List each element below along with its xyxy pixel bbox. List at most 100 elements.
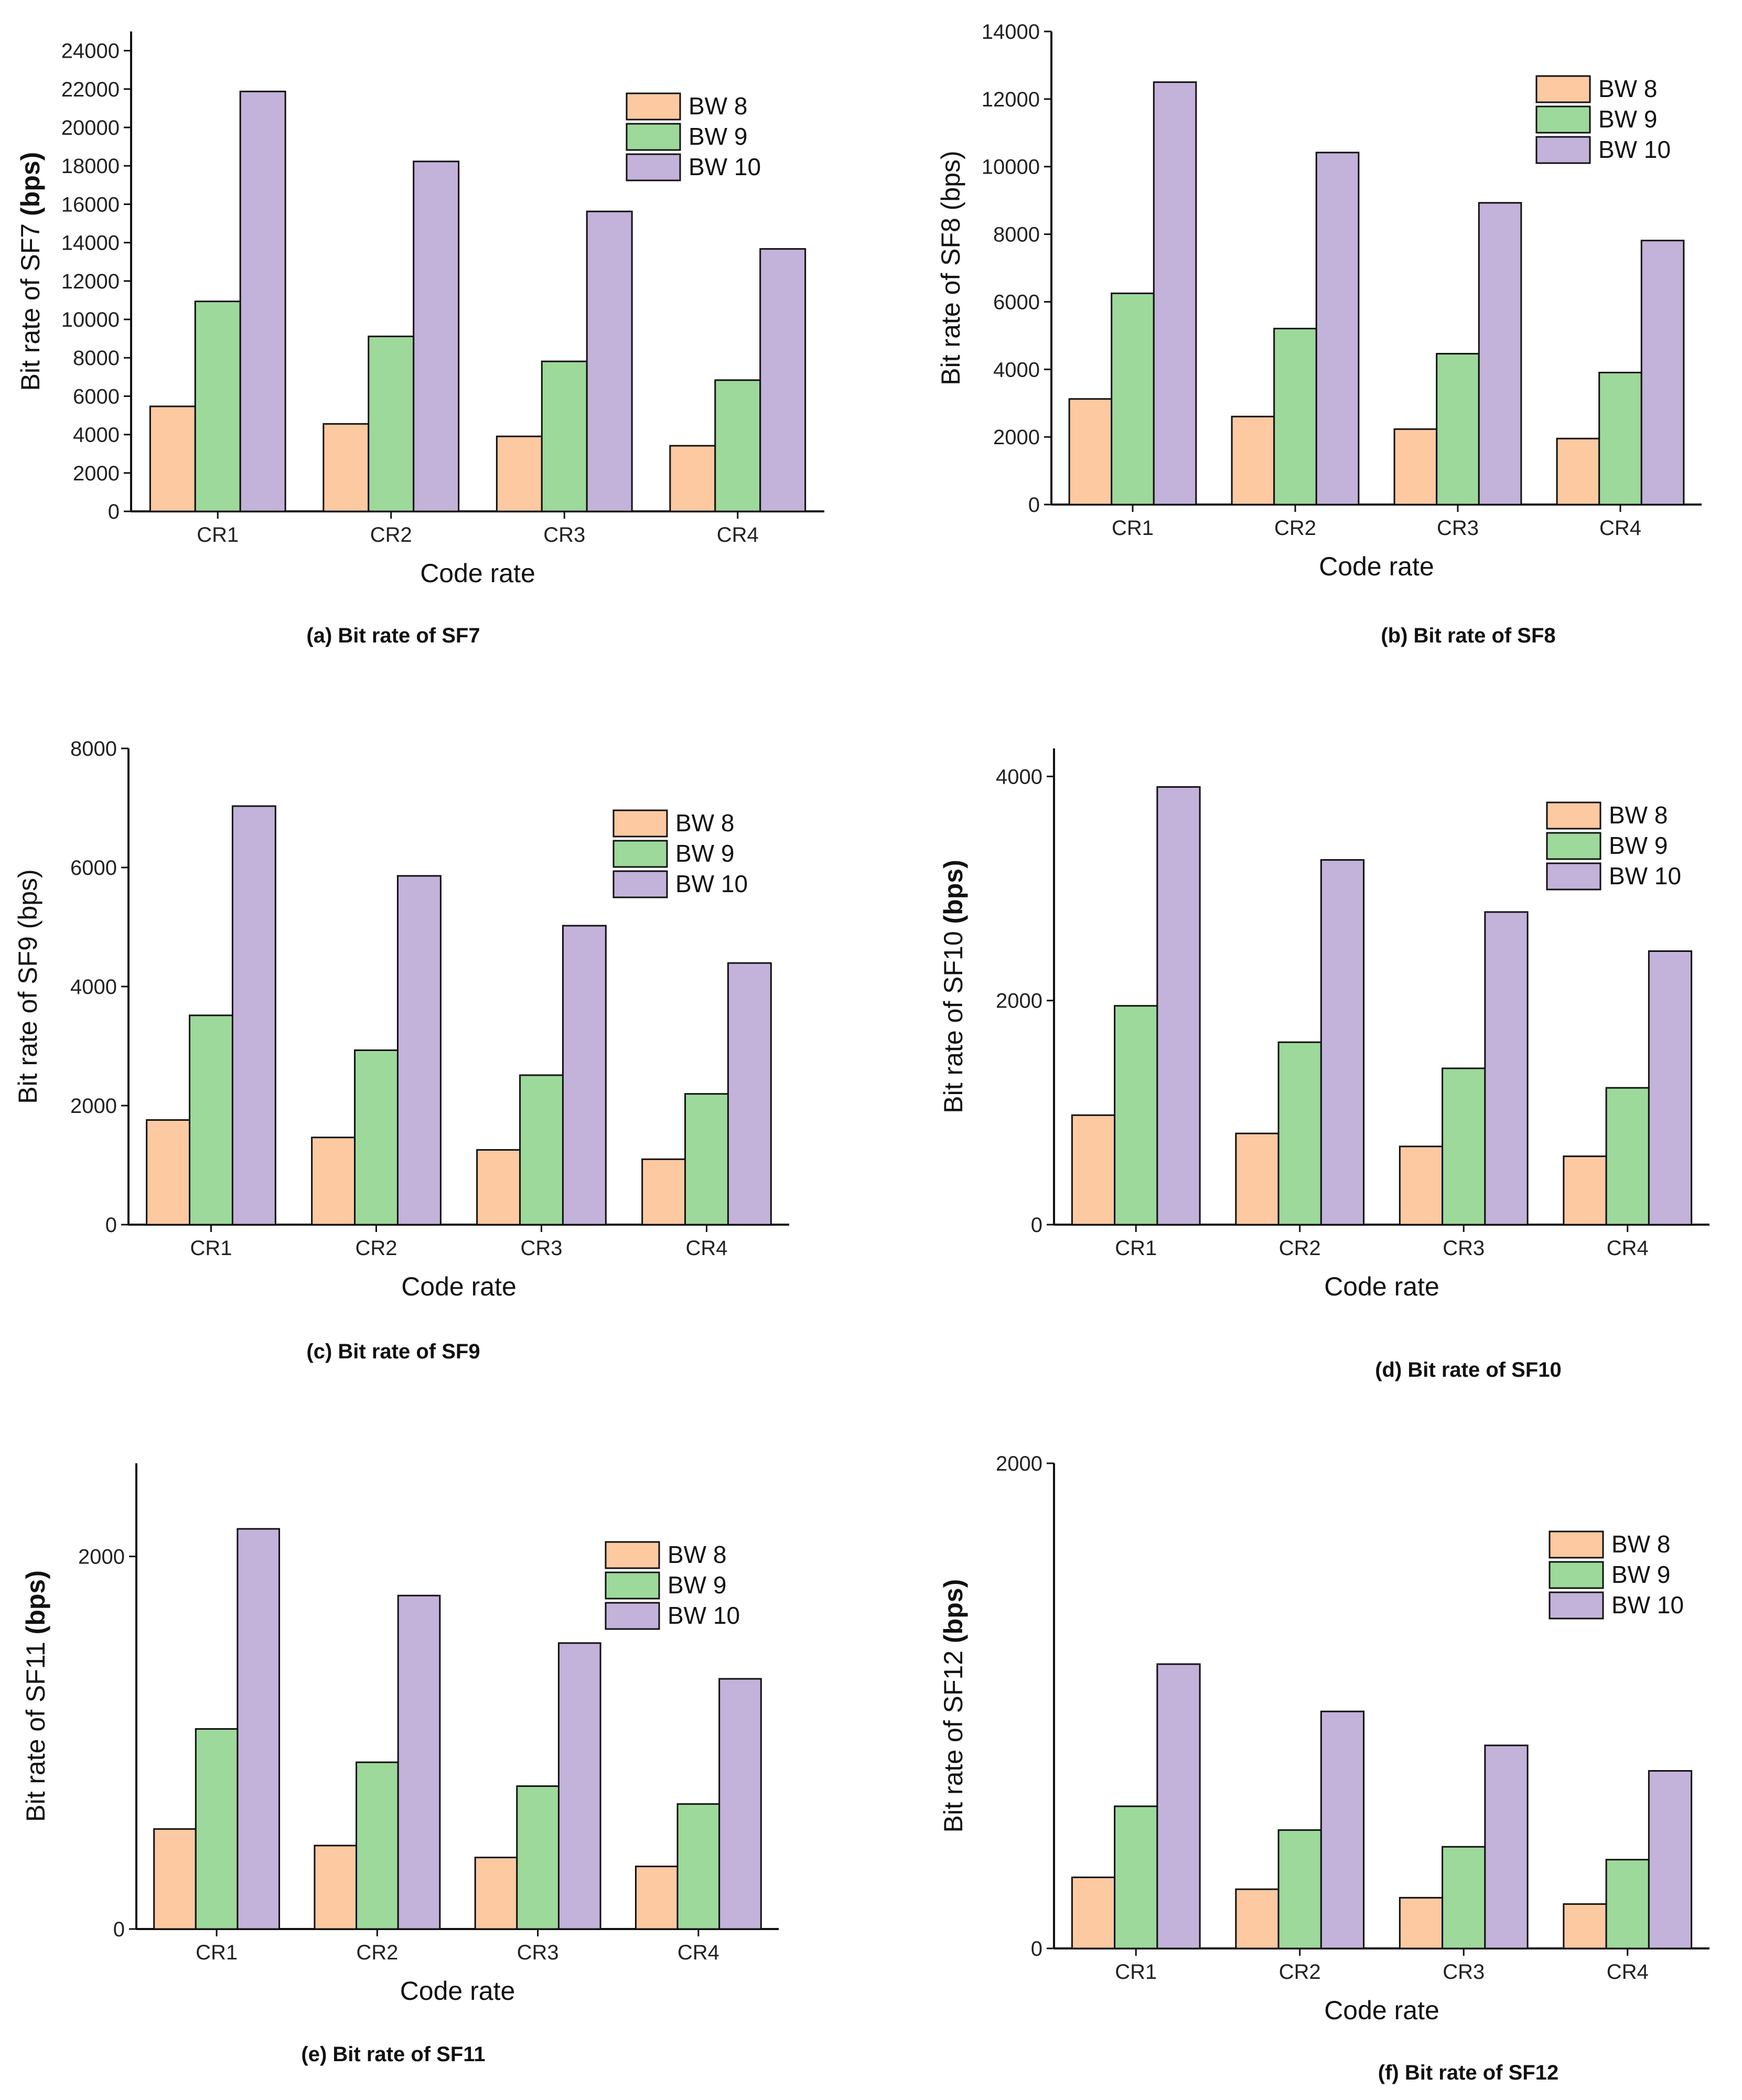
bar-cr2-bw9: [1273, 327, 1317, 506]
chart-caption: (d) Bit rate of SF10: [1375, 1358, 1562, 1381]
y-axis-title-main: Bit rate of SF11: [21, 1634, 50, 1822]
bar-cr1-bw10: [236, 1528, 281, 1930]
y-tick-label: 0: [113, 1918, 125, 1941]
bar-cr4-bw8: [635, 1866, 679, 1930]
y-tick-label: 8000: [993, 223, 1040, 247]
y-tick-label: 10000: [982, 156, 1040, 179]
bar-cr2-bw10: [397, 1594, 441, 1930]
legend-label: BW 9: [689, 123, 747, 150]
bar-cr1-bw9: [1111, 292, 1155, 506]
x-tick-label: CR4: [1599, 517, 1641, 540]
bar-cr4-bw8: [1563, 1903, 1607, 1949]
bar-cr3-bw9: [1436, 352, 1480, 506]
y-tick-label: 8000: [70, 737, 117, 760]
x-tick-label: CR3: [517, 1941, 559, 1964]
x-tick-label: CR2: [370, 523, 412, 547]
chart-a: 0 2000 4000 6000 8000 10000 12000 14000 16000 180…: [16, 31, 824, 647]
chart-caption: (a) Bit rate of SF7: [306, 624, 480, 647]
chart-caption: (c) Bit rate of SF9: [306, 1340, 480, 1363]
bar-cr4-bw10: [759, 248, 807, 512]
legend-label: BW 10: [1598, 136, 1671, 163]
bar-cr4-bw9: [1605, 1087, 1650, 1226]
y-axis-title-main: Bit rate of SF9 (bps): [13, 869, 42, 1103]
x-tick-label: CR2: [1279, 1237, 1321, 1260]
bar-cr3-bw10: [1484, 911, 1529, 1226]
y-tick-label: 2000: [70, 1095, 117, 1118]
y-axis-title: Bit rate of SF7 (bps): [16, 152, 45, 391]
bar-cr2-bw10: [1315, 152, 1360, 506]
legend-swatch-bw9: [1535, 105, 1591, 134]
bar-cr4-bw9: [1598, 371, 1642, 506]
legend-swatch-bw8: [612, 809, 668, 838]
bar-cr4-bw10: [1648, 1770, 1693, 1949]
legend-label: BW 10: [1611, 1591, 1684, 1619]
legend-swatch-bw8: [605, 1541, 660, 1569]
x-tick-label: CR4: [678, 1941, 719, 1964]
bar-cr2-bw10: [413, 160, 460, 512]
y-tick-label: 0: [105, 1214, 117, 1237]
y-tick-label: 0: [1031, 1937, 1042, 1960]
bar-cr4-bw8: [669, 445, 716, 512]
y-axis-title-unit: (bps): [939, 1579, 968, 1643]
bar-cr2-bw10: [396, 875, 442, 1226]
x-axis-title: Code rate: [1319, 552, 1434, 581]
bar-cr3-bw9: [541, 360, 588, 512]
bar-cr3-bw10: [1484, 1744, 1529, 1949]
bar-cr1-bw10: [231, 805, 276, 1226]
legend-swatch-bw9: [1546, 832, 1601, 860]
y-axis-title: Bit rate of SF8 (bps): [936, 151, 965, 385]
bar-cr4-bw10: [1648, 950, 1693, 1226]
y-tick-label: 18000: [61, 155, 120, 178]
bar-cr1-bw8: [1068, 398, 1113, 506]
legend-swatch-bw8: [1535, 75, 1591, 103]
x-tick-label: CR3: [520, 1237, 562, 1260]
legend-label: BW 9: [668, 1571, 726, 1599]
legend-label: BW 9: [1609, 832, 1668, 859]
bar-cr4-bw10: [727, 962, 772, 1226]
legend-label: BW 9: [675, 840, 734, 867]
x-tick-label: CR4: [1607, 1237, 1649, 1260]
bar-cr3-bw8: [496, 435, 543, 512]
legend-swatch-bw8: [626, 92, 681, 121]
x-tick-label: CR3: [1437, 517, 1479, 540]
x-tick-label: CR1: [1115, 1960, 1157, 1984]
bar-cr3-bw9: [1442, 1846, 1486, 1949]
bar-cr4-bw9: [676, 1803, 721, 1930]
x-axis-title: Code rate: [401, 1272, 517, 1301]
bar-cr1-bw8: [146, 1119, 191, 1226]
legend-swatch-bw10: [626, 153, 681, 181]
x-tick-label: CR4: [685, 1237, 727, 1260]
legend-label: BW 8: [668, 1541, 726, 1568]
y-tick-label: 8000: [73, 347, 120, 370]
legend-label: BW 10: [1609, 862, 1681, 890]
y-tick-label: 22000: [61, 78, 120, 101]
legend: BW 8 BW 9 BW 10: [1535, 75, 1671, 164]
x-tick-label: CR4: [1607, 1960, 1649, 1984]
y-tick-label: 0: [1031, 1214, 1042, 1237]
bar-cr2-bw8: [1231, 415, 1275, 506]
y-tick-label: 20000: [61, 116, 120, 140]
chart-caption: (b) Bit rate of SF8: [1381, 624, 1555, 647]
y-tick-label: 24000: [61, 40, 120, 63]
legend-label: BW 10: [675, 870, 748, 897]
y-axis-title-main: Bit rate of SF12: [939, 1643, 968, 1833]
bar-cr1-bw9: [1114, 1005, 1158, 1226]
legend-label: BW 8: [1611, 1530, 1670, 1558]
y-tick-label: 2000: [78, 1546, 125, 1569]
chart-d: 0 2000 4000 CR1 CR2 CR3 CR4 Code rate Bit rate o…: [939, 748, 1709, 1381]
bar-cr2-bw8: [322, 423, 370, 512]
y-tick-label: 4000: [996, 765, 1042, 788]
y-tick-label: 4000: [993, 358, 1040, 381]
y-axis-title-main: Bit rate of SF10: [939, 924, 968, 1113]
y-tick-label: 2000: [996, 990, 1042, 1013]
y-tick-label: 2000: [996, 1452, 1042, 1475]
y-tick-label: 2000: [993, 426, 1040, 449]
legend-swatch-bw10: [1535, 136, 1591, 164]
bar-cr2-bw8: [1235, 1888, 1279, 1949]
legend: BW 8 BW 9 BW 10: [612, 809, 748, 898]
y-tick-label: 14000: [982, 20, 1040, 44]
bar-cr4-bw8: [1563, 1155, 1607, 1226]
bar-cr1-bw9: [195, 1728, 239, 1930]
legend-swatch-bw8: [1546, 801, 1601, 830]
